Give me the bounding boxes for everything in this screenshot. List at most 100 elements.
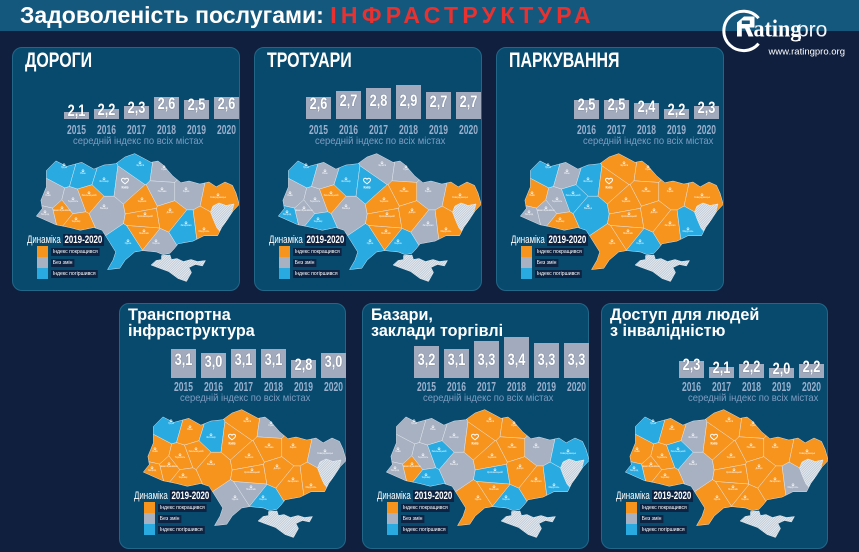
svg-text:Ужгород: Ужгород (283, 213, 292, 216)
svg-text:Вінниця: Вінниця (207, 463, 216, 466)
svg-text:Рівне: Рівне (322, 172, 328, 175)
svg-text:Миколаїв: Миколаїв (623, 232, 633, 235)
svg-text:Чернівці: Чернівці (314, 220, 323, 223)
svg-text:Одеса: Одеса (125, 242, 132, 245)
svg-text:Київ: Київ (229, 442, 236, 446)
svg-text:Запоріжжя: Запоріжжя (665, 224, 676, 227)
svg-text:Хмельницький: Хмельницький (82, 194, 97, 197)
svg-text:Миколаїв: Миколаїв (728, 488, 738, 491)
svg-text:Черкаси: Черкаси (488, 456, 497, 459)
svg-text:Житомир: Житомир (583, 180, 593, 183)
svg-text:Чернівці: Чернівці (422, 476, 431, 479)
svg-text:Хмельницький: Хмельницький (432, 450, 447, 453)
svg-text:Чернігів: Чернігів (243, 420, 252, 423)
svg-text:Маріуполь: Маріуполь (683, 230, 694, 233)
svg-text:Вінниця: Вінниця (100, 207, 109, 210)
svg-text:Суми: Суми (403, 168, 409, 171)
svg-text:Миколаїв: Миколаїв (246, 488, 256, 491)
svg-text:Тернопіль: Тернопіль (418, 456, 429, 459)
svg-text:Ужгород: Ужгород (41, 213, 50, 216)
svg-text:Одеса: Одеса (714, 498, 721, 501)
svg-text:Чернівці: Чернівці (179, 476, 188, 479)
svg-text:Харків: Харків (533, 446, 540, 449)
svg-text:Полтава: Полтава (158, 190, 167, 193)
svg-text:Чернівці: Чернівці (72, 220, 81, 223)
svg-text:Тернопіль: Тернопіль (657, 456, 668, 459)
svg-text:Суми: Суми (750, 424, 756, 427)
svg-text:Тернопіль: Тернопіль (68, 200, 79, 203)
svg-text:Одеса: Одеса (475, 498, 482, 501)
svg-text:Івано-Франківськ: Івано-Франківськ (295, 209, 313, 212)
svg-text:Полтава: Полтава (642, 190, 651, 193)
svg-text:Івано-Франківськ: Івано-Франківськ (53, 209, 71, 212)
svg-text:Харків: Харків (290, 446, 297, 449)
svg-text:Херсон: Херсон (502, 498, 510, 501)
svg-text:Житомир: Житомир (341, 180, 351, 183)
svg-text:Рівне: Рівне (430, 428, 436, 431)
svg-text:Херсон: Херсон (741, 498, 749, 501)
svg-text:Житомир: Житомир (688, 436, 698, 439)
svg-text:Київ: Київ (606, 186, 613, 190)
svg-text:Одеса: Одеса (232, 498, 239, 501)
svg-text:Ужгород: Ужгород (148, 469, 157, 472)
svg-text:Київ: Київ (472, 442, 479, 446)
svg-text:Херсон: Херсон (259, 498, 267, 501)
svg-text:Кропивницький: Кропивницький (487, 471, 503, 474)
svg-text:Одеса: Одеса (367, 242, 374, 245)
svg-text:Черкаси: Черкаси (245, 456, 254, 459)
svg-text:Львів: Львів (45, 194, 51, 197)
svg-text:Сєвєродонецьк: Сєвєродонецьк (799, 452, 815, 455)
svg-text:www.ratingpro.org: www.ratingpro.org (767, 47, 845, 58)
svg-text:Львів: Львів (287, 194, 293, 197)
svg-text:Чернівці: Чернівці (556, 220, 565, 223)
svg-text:Київ: Київ (364, 186, 371, 190)
svg-text:Кропивницький: Кропивницький (726, 471, 742, 474)
svg-text:Кропивницький: Кропивницький (621, 215, 637, 218)
svg-text:Дніпро: Дніпро (167, 211, 174, 214)
svg-text:Чернігів: Чернігів (725, 420, 734, 423)
svg-text:Ужгород: Ужгород (391, 469, 400, 472)
svg-text:Чернігів: Чернігів (620, 164, 629, 167)
svg-text:Черкаси: Черкаси (380, 200, 389, 203)
svg-text:Луцьк: Луцьк (61, 166, 68, 169)
svg-text:Одеса: Одеса (609, 242, 616, 245)
svg-text:Дніпро: Дніпро (517, 467, 524, 470)
svg-text:Запоріжжя: Запоріжжя (181, 224, 192, 227)
svg-text:Сєвєродонецьк: Сєвєродонецьк (452, 196, 468, 199)
svg-text:Чернігів: Чернігів (486, 420, 495, 423)
svg-text:Луцьк: Луцьк (650, 422, 657, 425)
svg-text:Львів: Львів (395, 450, 401, 453)
svg-text:Суми: Суми (268, 424, 274, 427)
svg-text:Дніпро: Дніпро (409, 211, 416, 214)
svg-text:Сєвєродонецьк: Сєвєродонецьк (317, 452, 333, 455)
svg-text:Миколаїв: Миколаїв (381, 232, 391, 235)
svg-text:Кропивницький: Кропивницький (379, 215, 395, 218)
svg-text:Херсон: Херсон (394, 242, 402, 245)
svg-text:Київ: Київ (122, 186, 129, 190)
svg-text:Черкаси: Черкаси (622, 200, 631, 203)
svg-text:Київ: Київ (711, 442, 718, 446)
svg-text:Миколаїв: Миколаїв (139, 232, 149, 235)
svg-text:Чернігів: Чернігів (378, 164, 387, 167)
svg-text:Полтава: Полтава (400, 190, 409, 193)
svg-text:Суми: Суми (161, 168, 167, 171)
svg-text:Черкаси: Черкаси (727, 456, 736, 459)
svg-text:Полтава: Полтава (508, 446, 517, 449)
svg-text:Тернопіль: Тернопіль (310, 200, 321, 203)
svg-text:Рівне: Рівне (80, 172, 86, 175)
svg-text:Рівне: Рівне (669, 428, 675, 431)
svg-text:Тернопіль: Тернопіль (552, 200, 563, 203)
svg-text:Суми: Суми (511, 424, 517, 427)
svg-text:Маріуполь: Маріуполь (199, 230, 210, 233)
svg-text:Сєвєродонецьк: Сєвєродонецьк (210, 196, 226, 199)
svg-text:Львів: Львів (152, 450, 158, 453)
svg-text:Полтава: Полтава (265, 446, 274, 449)
svg-text:Хмельницький: Хмельницький (324, 194, 339, 197)
svg-text:Луцьк: Луцьк (168, 422, 175, 425)
svg-text:Суми: Суми (645, 168, 651, 171)
svg-text:Кропивницький: Кропивницький (244, 471, 260, 474)
svg-text:Миколаїв: Миколаїв (489, 488, 499, 491)
svg-text:Дніпро: Дніпро (274, 467, 281, 470)
svg-text:Львів: Львів (529, 194, 535, 197)
svg-text:Вінниця: Вінниця (584, 207, 593, 210)
